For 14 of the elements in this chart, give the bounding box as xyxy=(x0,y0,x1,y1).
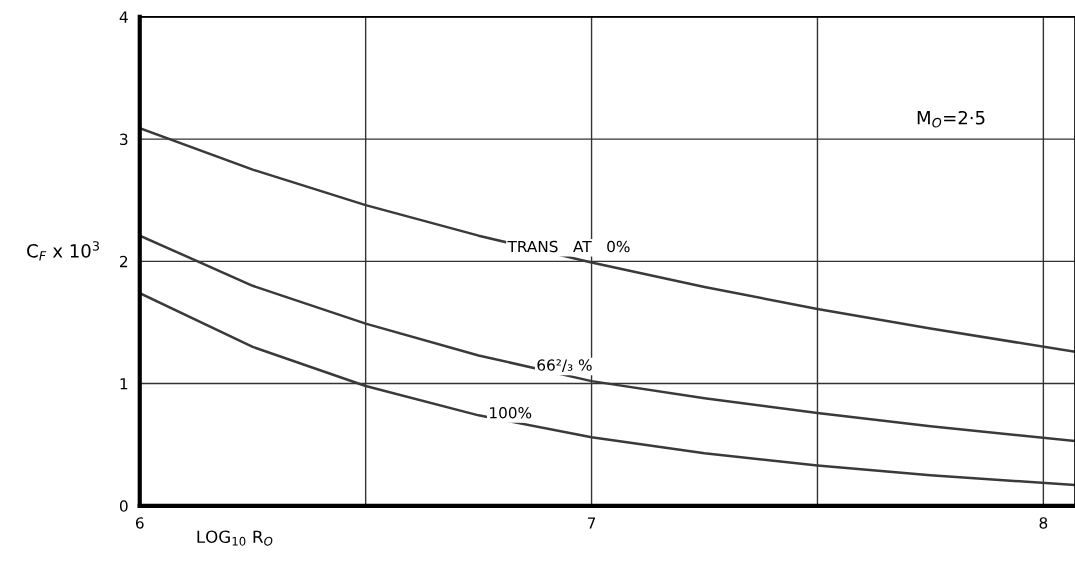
annotation: 100% xyxy=(490,406,532,419)
y-axis-title: C$_{F}$ x 10$^{3}$ xyxy=(27,241,99,261)
x-tick-label: 6 xyxy=(135,517,144,529)
y-tick-label: 1 xyxy=(120,378,128,390)
x-axis-title: LOG$_{10}$ R$_{O}$ xyxy=(197,530,273,546)
y-tick-label: 0 xyxy=(119,500,128,512)
y-tick-label: 3 xyxy=(120,133,128,146)
x-tick-label: 8 xyxy=(1039,517,1048,529)
y-tick-label: 2 xyxy=(120,255,128,268)
y-tick-label: 4 xyxy=(119,11,128,23)
annotation: 66²/₃ % xyxy=(537,359,592,373)
annotation: TRANS AT 0% xyxy=(507,240,630,253)
annotation: M$_{O}$=2·5 xyxy=(917,110,985,128)
x-tick-label: 7 xyxy=(587,517,596,529)
